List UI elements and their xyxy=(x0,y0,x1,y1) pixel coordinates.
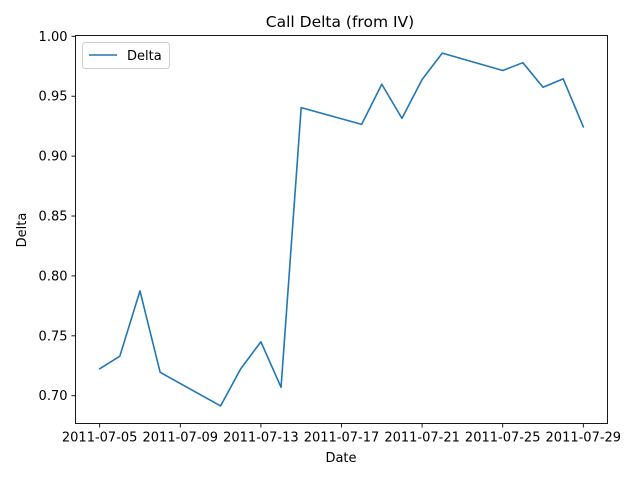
x-tick-label: 2011-07-05 xyxy=(62,431,138,446)
y-axis-label: Delta xyxy=(15,213,30,248)
x-tick-label: 2011-07-09 xyxy=(143,431,219,446)
plot-frame xyxy=(75,35,608,424)
x-tick-label: 2011-07-13 xyxy=(223,431,299,446)
x-tick-label: 2011-07-29 xyxy=(546,431,622,446)
y-tick-label: 0.80 xyxy=(39,269,68,284)
legend-box xyxy=(82,42,170,69)
y-tick-label: 1.00 xyxy=(39,30,68,45)
legend-label-delta: Delta xyxy=(127,49,162,64)
x-tick-label: 2011-07-21 xyxy=(384,431,460,446)
y-axis-ticks: 0.70 0.75 0.80 0.85 0.90 0.95 1.00 xyxy=(39,30,76,404)
x-axis-ticks: 2011-07-05 2011-07-09 2011-07-13 2011-07-17… xyxy=(62,423,622,446)
x-tick-label: 2011-07-17 xyxy=(304,431,380,446)
chart-title: Call Delta (from IV) xyxy=(266,13,414,31)
y-tick-label: 0.75 xyxy=(39,329,68,344)
y-tick-label: 0.85 xyxy=(39,210,68,225)
y-tick-label: 0.70 xyxy=(39,389,68,404)
series-line-delta xyxy=(98,52,585,407)
plot-area xyxy=(75,35,608,424)
x-axis-label: Date xyxy=(325,451,356,466)
y-tick-label: 0.95 xyxy=(39,90,68,105)
x-tick-label: 2011-07-25 xyxy=(465,431,541,446)
y-tick-label: 0.90 xyxy=(39,150,68,165)
legend: Delta xyxy=(82,42,170,69)
